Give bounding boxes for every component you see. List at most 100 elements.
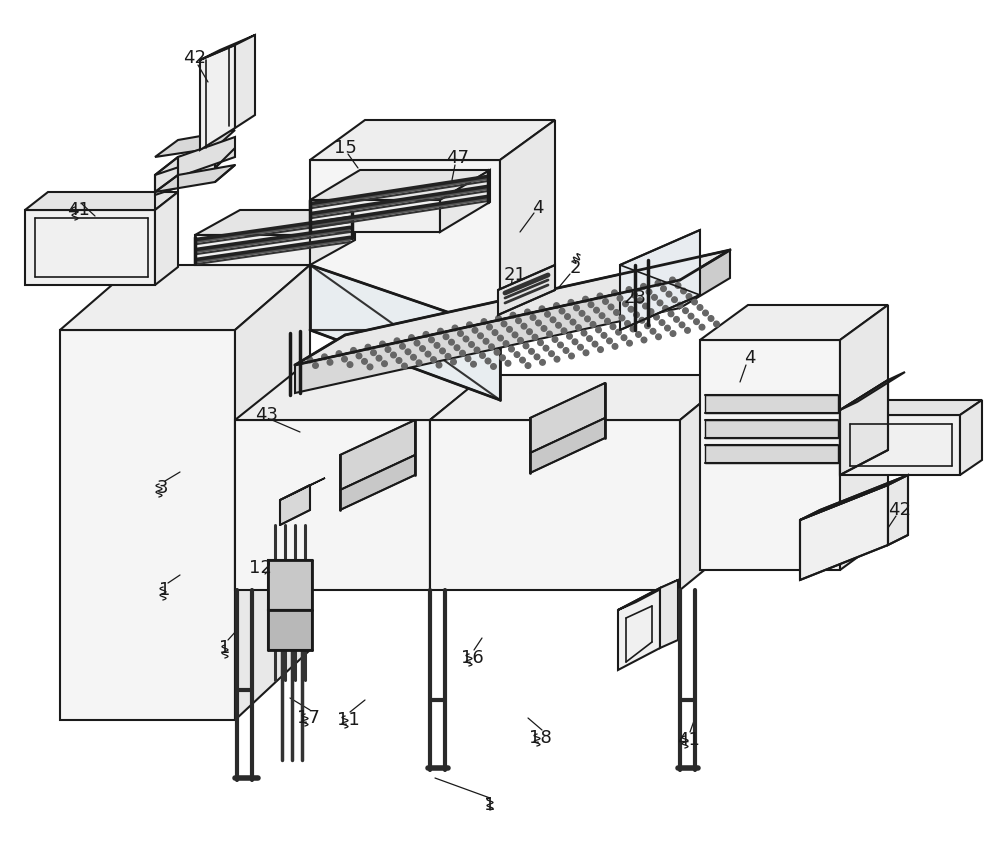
- Text: 3: 3: [156, 479, 168, 497]
- Circle shape: [581, 330, 587, 336]
- Circle shape: [637, 298, 643, 304]
- Circle shape: [474, 347, 480, 353]
- Polygon shape: [268, 610, 312, 650]
- Circle shape: [685, 327, 690, 333]
- Circle shape: [614, 310, 619, 315]
- Circle shape: [650, 328, 656, 334]
- Polygon shape: [200, 45, 235, 150]
- Circle shape: [598, 347, 603, 353]
- Circle shape: [612, 343, 618, 349]
- Circle shape: [327, 360, 333, 365]
- Text: 21: 21: [504, 266, 526, 284]
- Circle shape: [655, 281, 661, 286]
- Text: 41: 41: [677, 731, 699, 749]
- Circle shape: [336, 351, 342, 356]
- Circle shape: [411, 354, 416, 360]
- Polygon shape: [295, 250, 730, 365]
- Circle shape: [356, 353, 362, 359]
- Circle shape: [496, 315, 501, 321]
- Polygon shape: [280, 478, 325, 500]
- Polygon shape: [310, 170, 490, 200]
- Circle shape: [514, 352, 520, 357]
- Circle shape: [507, 326, 512, 332]
- Polygon shape: [295, 280, 680, 393]
- Circle shape: [552, 337, 558, 343]
- Circle shape: [672, 297, 677, 303]
- Circle shape: [601, 332, 607, 338]
- Circle shape: [639, 317, 645, 323]
- Polygon shape: [310, 160, 500, 330]
- Polygon shape: [618, 580, 678, 610]
- Circle shape: [313, 363, 318, 368]
- Polygon shape: [195, 235, 310, 265]
- Circle shape: [561, 328, 567, 333]
- Circle shape: [538, 340, 543, 345]
- Polygon shape: [178, 137, 235, 177]
- Circle shape: [443, 334, 449, 339]
- Circle shape: [665, 326, 670, 331]
- Circle shape: [371, 350, 376, 355]
- Circle shape: [416, 360, 422, 365]
- Circle shape: [510, 312, 516, 318]
- Polygon shape: [700, 305, 888, 340]
- Polygon shape: [155, 155, 215, 195]
- Circle shape: [485, 358, 491, 364]
- Circle shape: [588, 302, 594, 308]
- Text: 43: 43: [256, 406, 278, 424]
- Circle shape: [472, 327, 478, 333]
- Circle shape: [625, 321, 630, 326]
- Circle shape: [570, 320, 576, 325]
- Circle shape: [597, 293, 603, 298]
- Circle shape: [423, 332, 429, 338]
- Text: 15: 15: [334, 139, 356, 157]
- Circle shape: [376, 355, 382, 361]
- Circle shape: [594, 307, 599, 313]
- Circle shape: [612, 290, 617, 296]
- Circle shape: [567, 333, 572, 339]
- Circle shape: [440, 348, 445, 354]
- Polygon shape: [705, 445, 838, 463]
- Circle shape: [708, 315, 714, 321]
- Circle shape: [525, 363, 531, 368]
- Circle shape: [434, 343, 440, 349]
- Circle shape: [414, 340, 420, 346]
- Circle shape: [452, 325, 458, 331]
- Polygon shape: [680, 250, 730, 308]
- Circle shape: [663, 305, 668, 311]
- Polygon shape: [500, 120, 555, 330]
- Polygon shape: [235, 420, 430, 590]
- Circle shape: [481, 319, 487, 325]
- Polygon shape: [840, 305, 888, 570]
- Circle shape: [668, 311, 674, 316]
- Circle shape: [500, 355, 505, 360]
- Circle shape: [540, 360, 545, 365]
- Circle shape: [429, 338, 434, 343]
- Polygon shape: [235, 35, 255, 128]
- Circle shape: [518, 338, 523, 343]
- Polygon shape: [888, 475, 908, 545]
- Circle shape: [451, 359, 456, 365]
- Circle shape: [592, 341, 598, 347]
- Circle shape: [652, 294, 657, 300]
- Circle shape: [469, 342, 474, 348]
- Circle shape: [674, 316, 679, 322]
- Circle shape: [529, 349, 534, 354]
- Circle shape: [402, 363, 407, 369]
- Circle shape: [505, 360, 511, 366]
- Polygon shape: [430, 420, 680, 590]
- Text: 18: 18: [529, 729, 551, 747]
- Polygon shape: [800, 485, 888, 580]
- Circle shape: [420, 346, 425, 351]
- Circle shape: [491, 364, 496, 369]
- Circle shape: [556, 322, 561, 328]
- Circle shape: [554, 356, 560, 362]
- Circle shape: [431, 357, 436, 362]
- Circle shape: [641, 283, 646, 289]
- Circle shape: [627, 340, 632, 346]
- Circle shape: [683, 308, 688, 314]
- Circle shape: [596, 327, 601, 332]
- Circle shape: [503, 341, 509, 346]
- Text: 23: 23: [624, 289, 646, 307]
- Circle shape: [641, 338, 647, 343]
- Circle shape: [643, 304, 648, 309]
